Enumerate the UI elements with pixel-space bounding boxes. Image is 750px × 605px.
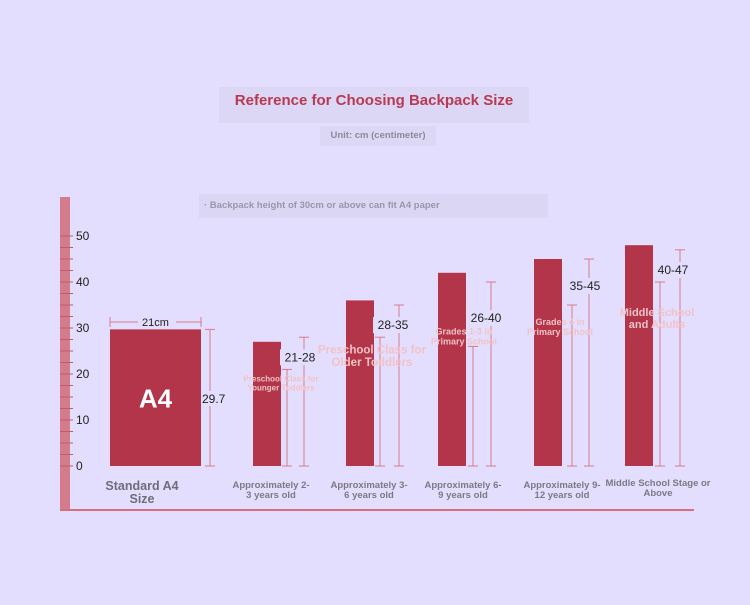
bar-2	[346, 300, 374, 466]
a4-height-label-bg	[201, 391, 227, 406]
note-background	[199, 194, 548, 218]
range-label-bg	[280, 349, 320, 366]
a4-bar-label: A4	[139, 384, 173, 414]
bar-1	[253, 341, 281, 466]
range-label: 28-35	[378, 318, 409, 332]
a4-height-label: 29.7	[202, 392, 226, 406]
y-tick-label: 0	[76, 459, 83, 473]
y-tick-label: 30	[76, 321, 90, 335]
y-tick-label: 20	[76, 367, 90, 381]
y-tick-label: 10	[76, 413, 90, 427]
a4-width-label-bg	[138, 314, 176, 329]
y-tick-label: 40	[76, 275, 90, 289]
a4-note: · Backpack height of 30cm or above can f…	[204, 200, 440, 211]
range-label: 21-28	[285, 350, 316, 364]
range-label: 26-40	[471, 311, 502, 325]
bar-3	[438, 272, 466, 466]
bar-inner-label: Grades 4 in Primary School	[527, 317, 593, 337]
category-label-9-12: Approximately 9-12 years old	[523, 480, 601, 501]
bar-a4	[110, 329, 201, 466]
bar-inner-label: Preschool Class for Older Toddlers	[318, 344, 427, 369]
chart-title: Reference for Choosing Backpack Size	[234, 92, 514, 109]
category-label-2-3: Approximately 2-3 years old	[232, 480, 310, 501]
category-label-middle-school: Middle School Stage or Above	[605, 478, 711, 499]
range-label-bg	[466, 310, 506, 327]
range-label-bg	[565, 278, 605, 294]
y-tick-label: 50	[76, 229, 90, 243]
unit-background	[320, 126, 436, 146]
category-label-6-9: Approximately 6-9 years old	[424, 480, 502, 501]
ruler-strip	[60, 197, 70, 511]
range-label-bg	[373, 317, 413, 334]
range-label: 40-47	[658, 263, 689, 277]
unit-label: Unit: cm (centimeter)	[330, 130, 426, 141]
bar-4	[534, 259, 562, 466]
title-background	[219, 87, 529, 123]
bar-inner-label: Middle School and Adults	[620, 307, 695, 331]
category-label-3-6: Approximately 3-6 years old	[330, 480, 408, 501]
range-label: 35-45	[570, 279, 601, 293]
category-label-a4: Standard A4 Size	[105, 479, 179, 507]
a4-width-label: 21cm	[142, 317, 169, 329]
range-label-bg	[653, 261, 693, 278]
bar-5	[625, 245, 653, 466]
bar-inner-label: Preschool Class for Younger Toddlers	[243, 375, 318, 393]
bar-inner-label: Grades 1-3 in Primary School	[431, 327, 497, 347]
